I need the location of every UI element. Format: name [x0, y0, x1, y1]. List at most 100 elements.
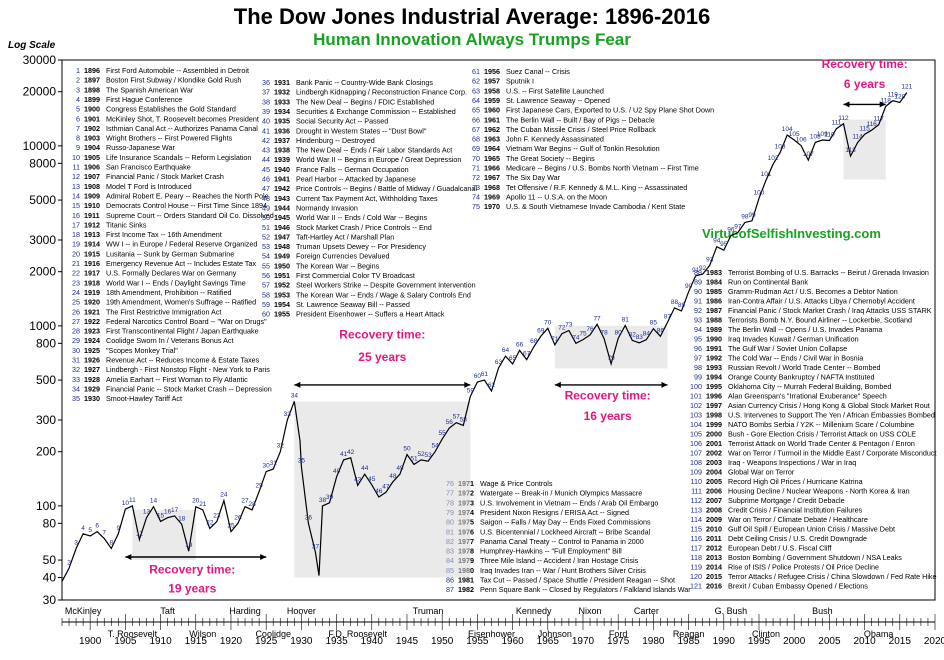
event-description: The Cuban Missile Crisis / Steel Price R…	[506, 125, 656, 134]
event-description: Price Controls -- Begins / Battle of Mid…	[296, 184, 477, 193]
event-number: 109	[690, 468, 702, 477]
event-year: 2002	[706, 449, 722, 458]
event-description: Iran-Contra Affair / U.S. Attacks Libya …	[728, 297, 915, 306]
y-tick-label: 300	[36, 413, 56, 427]
event-year: 1954	[274, 300, 290, 309]
event-description: Current Tax Payment Act, Withholding Tax…	[296, 194, 438, 203]
event-year: 1995	[706, 382, 722, 391]
event-number: 71	[472, 164, 480, 173]
event-number: 16	[72, 211, 80, 220]
event-year: 1937	[274, 136, 290, 145]
event-number: 15	[72, 201, 80, 210]
event-number: 41	[262, 126, 270, 135]
recovery-shade	[294, 401, 471, 578]
president-label: F.D. Roosevelt	[328, 629, 387, 639]
event-year: 1915	[84, 249, 100, 258]
event-description: First Income Tax -- 16th Amendment	[106, 230, 222, 239]
president-label: Ford	[609, 629, 628, 639]
event-description: Iraq Invades Kuwait / German Unification	[728, 335, 859, 344]
event-year: 1964	[484, 144, 500, 153]
event-number: 64	[472, 96, 480, 105]
website-label: VirtueofSelfishInvesting.com	[702, 226, 881, 241]
event-number: 98	[694, 363, 702, 372]
recovery-shade	[132, 509, 196, 561]
event-description: France Falls -- German Occupation	[296, 165, 409, 174]
event-number: 11	[73, 163, 80, 172]
event-description: President Eisenhower -- Suffers a Heart …	[296, 310, 445, 319]
event-description: First Japanese Cars, Exported to U.S. / …	[506, 106, 714, 115]
x-tick-label: 1945	[396, 636, 419, 647]
data-point-label: 63	[495, 359, 503, 366]
event-number: 48	[262, 194, 270, 203]
y-tick-label: 5000	[29, 193, 56, 207]
y-tick-label: 8000	[29, 156, 56, 170]
event-description: Truman Upsets Dewey -- For Presidency	[296, 242, 426, 251]
event-description: Brexit / Cuban Embassy Opened / Election…	[728, 582, 868, 591]
data-point-label: 66	[516, 341, 524, 348]
data-point-label: 16	[164, 509, 172, 516]
event-year: 1899	[84, 95, 100, 104]
event-number: 120	[690, 572, 702, 581]
data-point-label: 80	[615, 329, 623, 336]
plot-frame	[61, 59, 936, 601]
event-description: Terrorist Attack on World Trade Center &…	[728, 439, 915, 448]
plot-border	[61, 59, 936, 601]
event-description: Foreign Currencies Devalued	[296, 252, 389, 261]
x-tick-label: 1970	[572, 636, 595, 647]
event-number: 51	[262, 223, 270, 232]
event-number: 63	[472, 86, 480, 95]
data-point-label: 35	[298, 458, 306, 465]
event-number: 56	[262, 271, 270, 280]
data-point-label: 55	[439, 430, 447, 437]
data-point-label: 53	[424, 452, 432, 459]
event-description: First Ford Automobile -- Assembled in De…	[106, 66, 249, 75]
event-year: 1986	[706, 297, 722, 306]
data-point-label: 97	[734, 224, 742, 231]
event-year: 2000	[706, 430, 722, 439]
data-point-label: 113	[845, 147, 856, 154]
data-point-label: 106	[796, 137, 807, 144]
event-number: 75	[472, 202, 480, 211]
president-label: Hoover	[287, 606, 316, 616]
event-year: 1912	[84, 220, 100, 229]
event-description: Bank Panic -- Country-Wide Bank Closings	[296, 78, 433, 87]
event-description: The Cold War -- Ends / Civil War in Bosn…	[728, 354, 863, 363]
event-year: 1998	[706, 411, 722, 420]
data-point-label: 93	[706, 256, 714, 263]
data-point-label: 78	[600, 330, 608, 337]
event-description: Run on Continental Bank	[728, 278, 808, 287]
event-number: 13	[72, 182, 80, 191]
event-description: Iraq - Weapons Inspections / War in Iraq	[728, 458, 856, 467]
event-number: 108	[690, 458, 702, 467]
event-description: Orange County Bankruptcy / NAFTA Institu…	[728, 373, 874, 382]
event-year: 1969	[484, 192, 500, 201]
event-year: 1962	[484, 125, 500, 134]
data-point-label: 90	[685, 283, 693, 290]
event-number: 68	[472, 135, 480, 144]
event-description: Tet Offensive / R.F. Kennedy & M.L. King…	[506, 183, 687, 192]
event-description: President Nixon Resigns / ERISA Act -- S…	[480, 508, 629, 517]
event-year: 1900	[84, 105, 100, 114]
event-year: 1947	[274, 232, 290, 241]
president-label: Eisenhower	[468, 629, 515, 639]
data-point-label: 30	[263, 463, 271, 470]
data-point-label: 39	[326, 494, 334, 501]
event-description: Financial Panic / Stock Market Crash / I…	[728, 306, 932, 315]
data-point-label: 31	[270, 460, 278, 467]
event-number: 102	[690, 401, 702, 410]
event-number: 55	[262, 261, 270, 270]
data-point-label: 110	[824, 131, 835, 138]
event-number: 35	[72, 394, 80, 403]
president-label: Carter	[634, 606, 659, 616]
event-description: Drought in Western States -- "Dust Bowl"	[296, 126, 427, 135]
event-number: 87	[446, 585, 454, 594]
data-point-label: 65	[509, 355, 517, 362]
event-description: Oklahoma City -- Murrah Federal Building…	[728, 382, 891, 391]
event-year: 1909	[84, 191, 100, 200]
recovery-annotations: Recovery time: 19 years Recovery time: 25 y…	[125, 57, 908, 596]
event-description: Wage & Price Controls	[480, 479, 553, 488]
x-tick-label: 1965	[537, 636, 560, 647]
event-description: The Berlin Wall -- Opens / U.S. Invades …	[728, 325, 882, 334]
event-description: Amelia Earhart -- First Woman to Fly Atl…	[106, 375, 248, 384]
event-description: The Korean War -- Ends / Wage & Salary C…	[296, 290, 471, 299]
